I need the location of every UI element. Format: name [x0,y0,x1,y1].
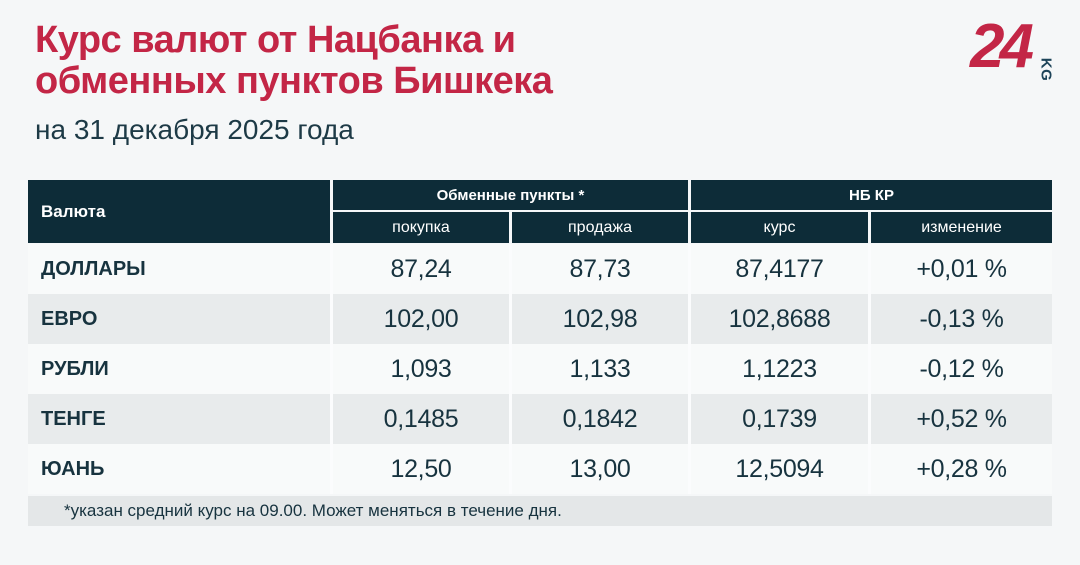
change-value: -0,12 % [871,344,1052,394]
col-header-currency: Валюта [28,180,330,243]
currency-name: ТЕНГЕ [28,394,330,444]
sell-value: 13,00 [512,444,688,494]
logo-24kg: 24 KG [970,16,1054,84]
buy-value: 1,093 [333,344,509,394]
currency-name: РУБЛИ [28,344,330,394]
sell-value: 87,73 [512,244,688,294]
table-body: ДОЛЛАРЫ 87,24 87,73 87,4177 +0,01 % ЕВРО… [28,244,1052,494]
table-row-euro: ЕВРО 102,00 102,98 102,8688 -0,13 % [28,294,1052,344]
change-value: +0,28 % [871,444,1052,494]
rate-value: 87,4177 [691,244,868,294]
footnote: *указан средний курс на 09.00. Может мен… [28,496,1052,526]
logo-kg-text: KG [1036,57,1054,82]
page-title-line1: Курс валют от Нацбанка и [35,19,516,61]
sell-value: 1,133 [512,344,688,394]
rates-table: Валюта Обменные пункты * НБ КР покупка п… [28,180,1052,526]
currency-name: ЕВРО [28,294,330,344]
col-group-exchange-points: Обменные пункты * [333,180,688,210]
page-title: Курс валют от Нацбанка и обменных пункто… [35,19,553,102]
col-group-nbkr: НБ КР [691,180,1052,210]
buy-value: 0,1485 [333,394,509,444]
buy-value: 12,50 [333,444,509,494]
currency-name: ЮАНЬ [28,444,330,494]
col-header-change: изменение [871,212,1052,243]
col-header-sell: продажа [512,212,688,243]
rate-value: 1,1223 [691,344,868,394]
logo-24-text: 24 [970,12,1034,81]
sell-value: 0,1842 [512,394,688,444]
rate-value: 12,5094 [691,444,868,494]
buy-value: 87,24 [333,244,509,294]
table-row-yuan: ЮАНЬ 12,50 13,00 12,5094 +0,28 % [28,444,1052,494]
change-value: -0,13 % [871,294,1052,344]
rate-value: 102,8688 [691,294,868,344]
page-title-line2: обменных пунктов Бишкека [35,60,553,102]
currency-name: ДОЛЛАРЫ [28,244,330,294]
table-row-dollars: ДОЛЛАРЫ 87,24 87,73 87,4177 +0,01 % [28,244,1052,294]
change-value: +0,52 % [871,394,1052,444]
table-row-tenge: ТЕНГЕ 0,1485 0,1842 0,1739 +0,52 % [28,394,1052,444]
col-header-buy: покупка [333,212,509,243]
table-header: Валюта Обменные пункты * НБ КР покупка п… [28,180,1052,243]
sell-value: 102,98 [512,294,688,344]
change-value: +0,01 % [871,244,1052,294]
rate-value: 0,1739 [691,394,868,444]
table-row-rubles: РУБЛИ 1,093 1,133 1,1223 -0,12 % [28,344,1052,394]
date-subtitle: на 31 декабря 2025 года [35,114,354,145]
col-header-rate: курс [691,212,868,243]
buy-value: 102,00 [333,294,509,344]
